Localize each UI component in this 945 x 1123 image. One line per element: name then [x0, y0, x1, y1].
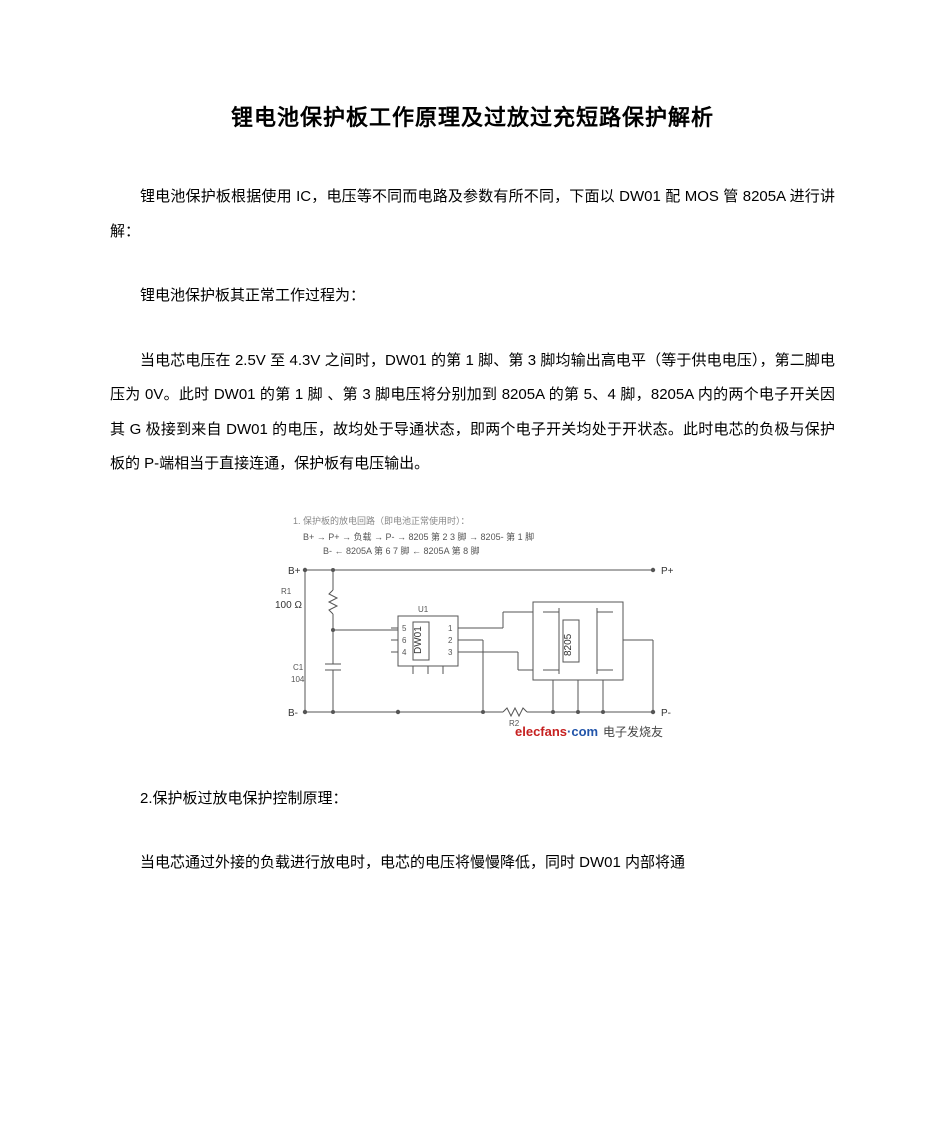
intro-paragraph: 锂电池保护板根据使用 IC，电压等不同而电路及参数有所不同，下面以 DW01 配…	[110, 180, 835, 249]
diagram-caption: 1. 保护板的放电回路（即电池正常使用时）：	[293, 515, 470, 526]
label-u1: U1	[418, 605, 429, 614]
normal-op-paragraph: 当电芯电压在 2.5V 至 4.3V 之间时，DW01 的第 1 脚、第 3 脚…	[110, 344, 835, 482]
label-c1-value: 104	[291, 675, 305, 684]
watermark-slogan: 电子发烧友	[603, 724, 663, 739]
svg-text:4: 4	[402, 648, 407, 657]
overdischarge-paragraph: 当电芯通过外接的负载进行放电时，电芯的电压将慢慢降低，同时 DW01 内部将通	[110, 846, 835, 881]
label-r1-value: 100 Ω	[275, 600, 302, 611]
svg-text:6: 6	[402, 636, 407, 645]
label-r1: R1	[281, 587, 292, 596]
label-b-plus: B+	[288, 566, 301, 577]
page-title: 锂电池保护板工作原理及过放过充短路保护解析	[110, 100, 835, 132]
label-ic-dw01: DW01	[413, 625, 424, 653]
section-heading-overdischarge: 2.保护板过放电保护控制原理：	[110, 782, 835, 817]
circuit-diagram: 1. 保护板的放电回路（即电池正常使用时）： B+ → P+ → 负载 → P-…	[110, 512, 835, 742]
label-c1: C1	[293, 663, 304, 672]
svg-text:3: 3	[448, 648, 453, 657]
watermark-domain: elecfans·com	[515, 724, 598, 739]
label-p-minus: P-	[661, 708, 671, 719]
label-b-minus: B-	[288, 708, 298, 719]
circuit-svg: 1. 保护板的放电回路（即电池正常使用时）： B+ → P+ → 负载 → P-…	[263, 512, 683, 742]
section-heading-normal-op: 锂电池保护板其正常工作过程为：	[110, 279, 835, 314]
svg-text:1: 1	[448, 624, 453, 633]
svg-text:5: 5	[402, 624, 407, 633]
label-ic-8205: 8205	[563, 633, 574, 656]
diagram-path-line2: B- ← 8205A 第 6 7 脚 ← 8205A 第 8 脚	[323, 545, 480, 556]
diagram-path-line1: B+ → P+ → 负载 → P- → 8205 第 2 3 脚 → 8205-…	[303, 531, 534, 542]
svg-text:2: 2	[448, 636, 453, 645]
label-p-plus: P+	[661, 566, 674, 577]
